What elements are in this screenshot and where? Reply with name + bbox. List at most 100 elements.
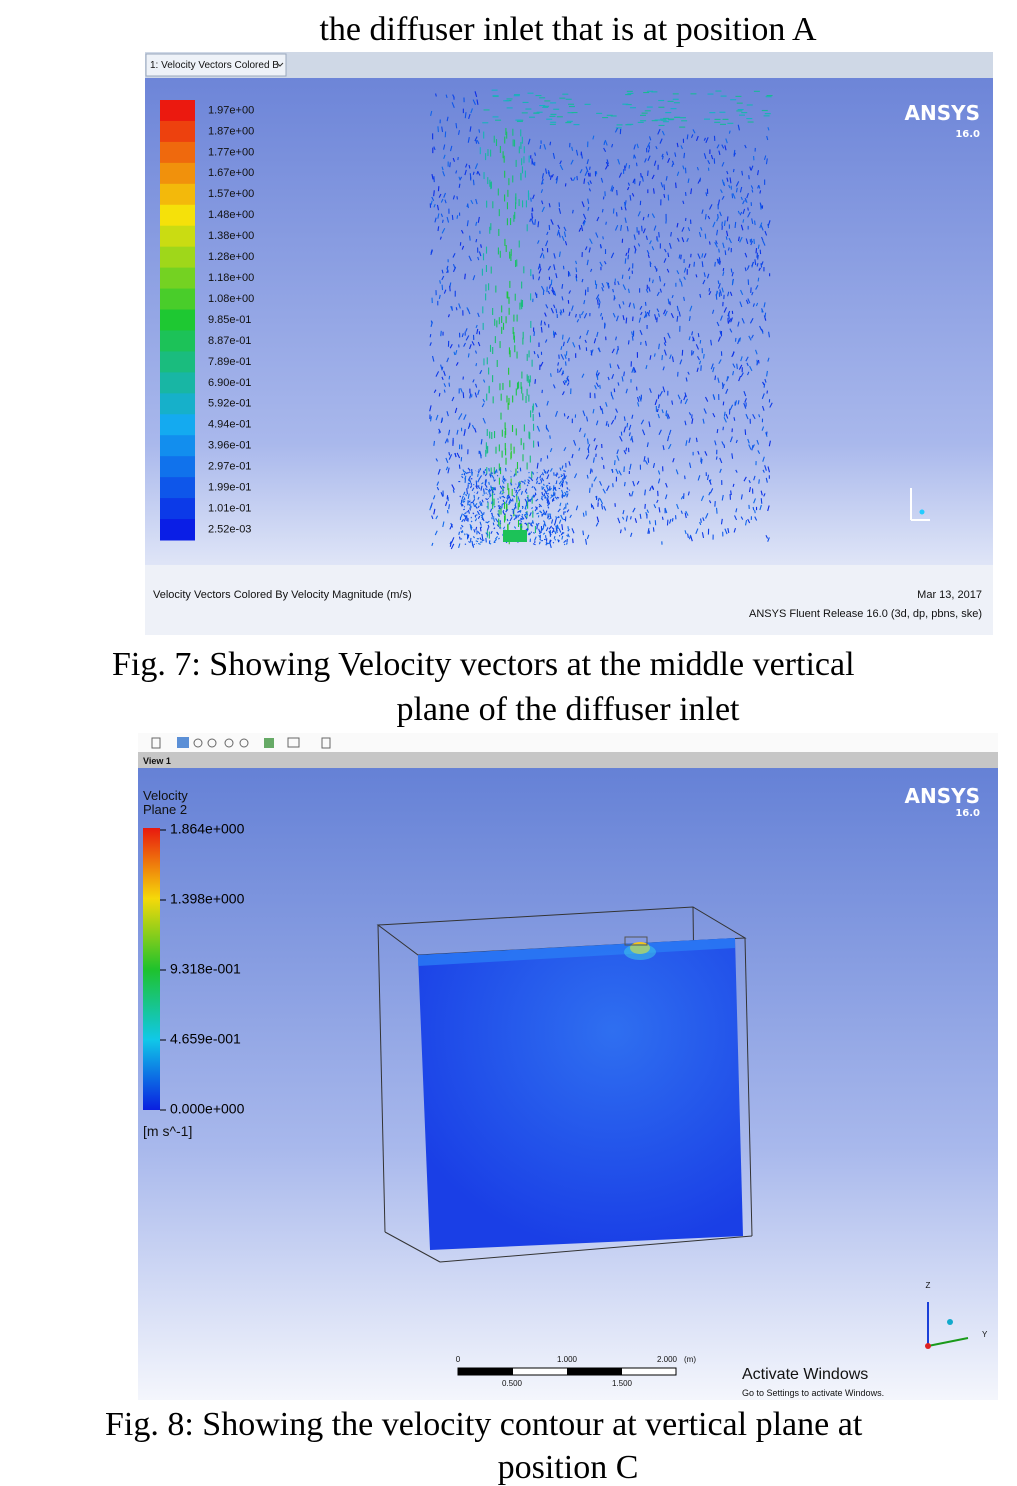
- vector: [658, 343, 660, 350]
- vector: [495, 469, 498, 473]
- vector: [549, 487, 552, 491]
- vector: [732, 168, 735, 173]
- vector: [610, 252, 615, 259]
- vector: [469, 393, 472, 399]
- vector: [630, 435, 633, 441]
- vector: [604, 165, 609, 170]
- vector: [488, 481, 490, 485]
- vector: [595, 370, 599, 375]
- vector: [761, 261, 764, 266]
- vector: [557, 362, 560, 366]
- tool-icon[interactable]: [177, 737, 189, 748]
- vector: [717, 377, 720, 383]
- view-label[interactable]: View 1: [143, 756, 171, 766]
- legend-swatch: [160, 267, 195, 290]
- vector: [466, 510, 468, 513]
- vector: [723, 307, 728, 313]
- tool-icon[interactable]: [193, 738, 203, 748]
- vector: [592, 408, 595, 414]
- tool-icon[interactable]: [264, 738, 274, 748]
- vector: [547, 265, 552, 271]
- vector: [699, 293, 702, 298]
- vector: [560, 345, 563, 350]
- vector: [735, 439, 738, 444]
- vector: [488, 468, 490, 472]
- vector: [493, 527, 496, 530]
- vector: [585, 538, 588, 545]
- vector: [430, 200, 433, 205]
- vector: [558, 516, 560, 519]
- vector: [618, 304, 621, 309]
- vector: [475, 198, 478, 205]
- vector: [647, 254, 650, 259]
- axis-triad: Z Y: [925, 1281, 988, 1349]
- vector: [507, 494, 511, 499]
- vector: [535, 498, 539, 502]
- vector: [625, 317, 628, 324]
- tool-icon[interactable]: [151, 737, 161, 749]
- vector: [667, 157, 671, 164]
- vector: [538, 268, 542, 274]
- vector: [445, 457, 449, 464]
- vector: [597, 497, 600, 502]
- vector: [697, 253, 701, 259]
- vector: [546, 501, 549, 504]
- vector: [542, 509, 546, 514]
- vector: [700, 458, 703, 464]
- legend-label: 1.398e+000: [170, 891, 245, 907]
- vector: [721, 383, 725, 390]
- vector: [663, 309, 667, 315]
- vector: [688, 336, 691, 341]
- legend-label: 7.89e-01: [208, 356, 251, 368]
- vector: [559, 502, 562, 507]
- vector: [703, 253, 707, 258]
- vector: [676, 222, 679, 228]
- vector: [701, 253, 704, 258]
- vector: [707, 160, 711, 165]
- axis-dot: [947, 1319, 953, 1325]
- vector: [476, 99, 479, 105]
- vector: [536, 512, 540, 515]
- vector: [757, 244, 760, 249]
- vector: [538, 505, 541, 508]
- tool-icon[interactable]: [321, 737, 331, 749]
- vector: [444, 199, 447, 204]
- legend-label: 8.87e-01: [208, 335, 251, 347]
- vector: [574, 473, 578, 479]
- inlet-halo: [624, 944, 656, 960]
- vector: [595, 283, 598, 289]
- vector: [531, 485, 534, 489]
- vector: [562, 381, 566, 386]
- vector: [631, 414, 634, 419]
- vector: [531, 506, 534, 510]
- tool-icon[interactable]: [224, 738, 234, 748]
- legend-label: 0.000e+000: [170, 1101, 245, 1117]
- vector: [435, 371, 440, 377]
- vector: [481, 499, 484, 503]
- vector: [509, 499, 512, 502]
- tool-icon[interactable]: [207, 738, 217, 748]
- vector: [627, 182, 631, 186]
- vector: [449, 541, 452, 547]
- vector: [448, 375, 451, 380]
- vector: [486, 520, 490, 524]
- vector: [704, 396, 709, 402]
- vector: [525, 522, 528, 526]
- vector: [467, 493, 470, 499]
- vector: [467, 475, 472, 481]
- vector: [622, 315, 625, 321]
- vector: [542, 486, 545, 490]
- view-bar: [138, 752, 998, 768]
- tool-icon[interactable]: [287, 737, 300, 748]
- vector: [717, 280, 720, 284]
- vector: [739, 337, 742, 342]
- tool-icon[interactable]: [239, 738, 249, 748]
- vector: [760, 498, 763, 504]
- vector: [543, 488, 548, 495]
- vector: [474, 518, 478, 522]
- vector: [646, 142, 651, 148]
- vector: [741, 318, 745, 324]
- vector: [599, 384, 601, 389]
- vector: [627, 267, 631, 272]
- tab[interactable]: [145, 53, 287, 77]
